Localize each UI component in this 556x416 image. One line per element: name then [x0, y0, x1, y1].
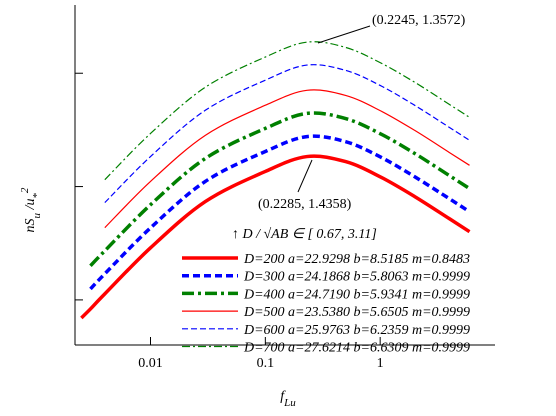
legend-label: D=700 a=27.6214 b=6.6309 m=0.9999: [243, 341, 470, 356]
legend-label: D=500 a=23.5380 b=5.6505 m=0.9999: [243, 305, 470, 320]
legend-label: D=200 a=22.9298 b=8.5185 m=0.8483: [243, 252, 470, 267]
y-label-den: /u: [23, 199, 38, 213]
y-label-sub: *: [31, 193, 43, 199]
x-tick-label: 0.1: [257, 356, 275, 371]
x-label-sub: Lu: [283, 397, 296, 409]
annotation-leader: [297, 159, 313, 193]
legend-label: D=400 a=24.7190 b=5.9341 m=0.9999: [243, 287, 470, 302]
x-tick-label: 1: [377, 356, 384, 371]
annotation: ↑ D / √AB ∈ [ 0.67, 3.11]: [232, 227, 377, 242]
series-line: [104, 89, 470, 229]
series-line: [80, 154, 471, 320]
series-line: [104, 41, 470, 181]
annotation: (0.2285, 1.4358): [258, 197, 352, 212]
x-label-main: f: [280, 389, 286, 404]
y-label-sup: 2: [19, 187, 31, 193]
series-line: [89, 134, 471, 291]
legend-label: D=300 a=24.1868 b=5.8063 m=0.9999: [243, 270, 470, 285]
series-line: [104, 64, 470, 204]
x-axis-label: fLu: [280, 389, 296, 409]
x-tick-label: 0.01: [138, 356, 163, 371]
legend-label: D=600 a=25.9763 b=6.2359 m=0.9999: [243, 323, 470, 338]
y-label-sub: u: [31, 212, 43, 218]
y-label-main: nS: [23, 218, 38, 232]
series-line: [89, 111, 471, 267]
y-axis-label: nSu /u*2: [19, 187, 43, 232]
annotation: (0.2245, 1.3572): [372, 13, 466, 28]
annotation-leader: [317, 25, 371, 44]
